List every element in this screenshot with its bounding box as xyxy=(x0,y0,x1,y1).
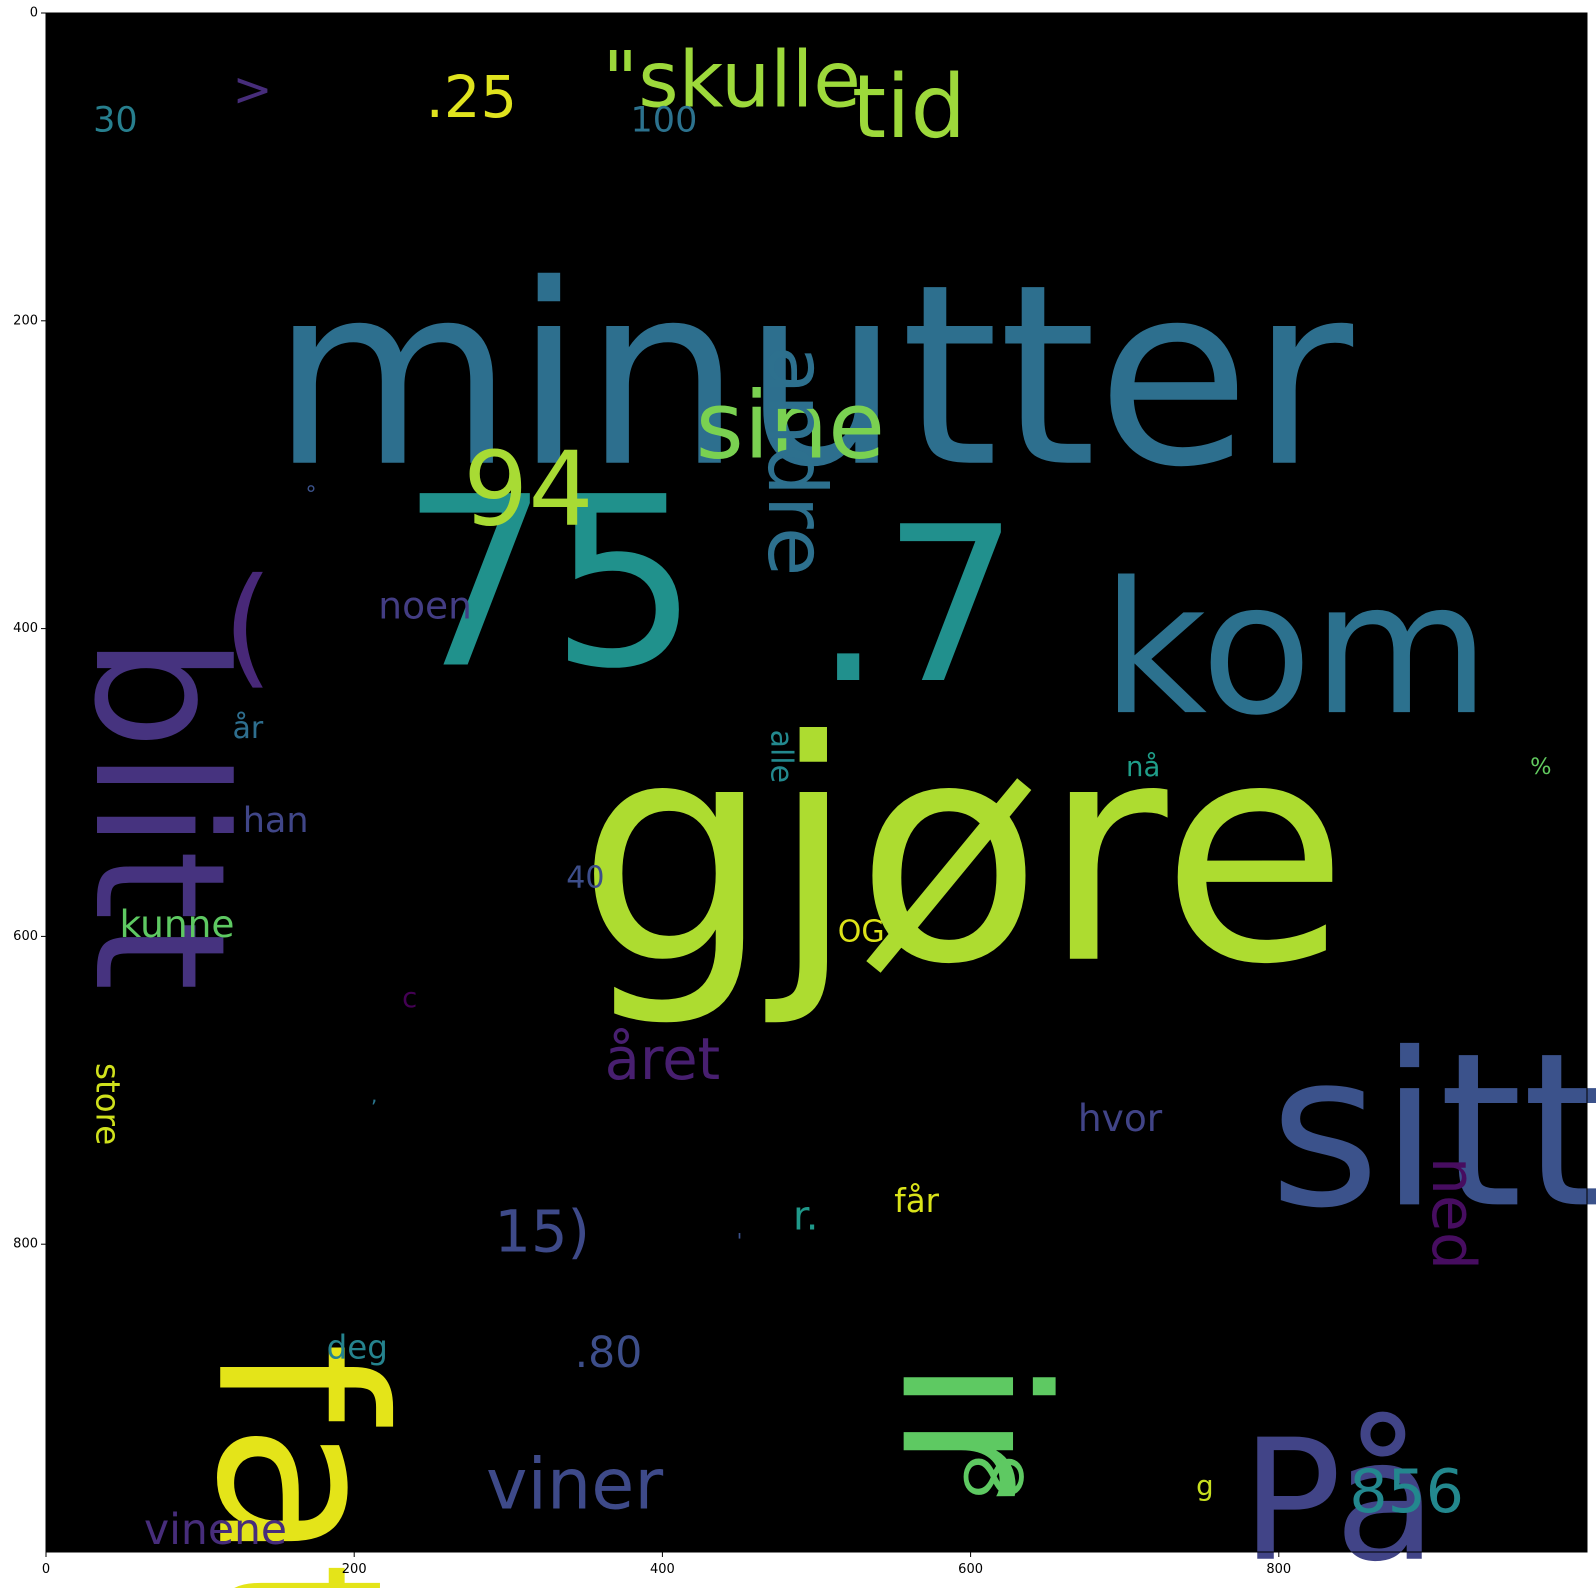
word-34: , xyxy=(371,1083,377,1107)
word-43: viner xyxy=(486,1443,663,1525)
word-25: alle xyxy=(764,730,799,784)
x-tick-label-2: 400 xyxy=(650,1562,675,1577)
word-37: 15) xyxy=(494,1198,590,1265)
word-20: 100 xyxy=(631,101,698,141)
word-38: r. xyxy=(793,1193,819,1239)
word-2: 75 xyxy=(400,447,699,720)
word-42: .80 xyxy=(575,1329,643,1378)
plot-frame xyxy=(45,12,1588,1553)
word-28: 40 xyxy=(566,860,604,895)
y-tick-label-0: 0 xyxy=(30,6,38,21)
word-14: "skulle xyxy=(603,36,861,126)
word-10: ( xyxy=(223,550,274,702)
word-27: % xyxy=(1530,754,1551,780)
x-axis: 0 200 400 600 800 xyxy=(42,1552,1291,1577)
word-4: kom xyxy=(1101,544,1490,756)
word-30: OG xyxy=(838,914,885,949)
word-36: ned xyxy=(1418,1157,1488,1270)
y-tick-label-2: 400 xyxy=(13,621,38,636)
word-40: ' xyxy=(737,1229,743,1253)
word-35: hvor xyxy=(1078,1096,1163,1140)
word-9: blitt xyxy=(54,636,263,991)
word-8: På xyxy=(1241,1404,1437,1588)
word-3: .7 xyxy=(814,480,1019,731)
word-12: sine xyxy=(696,371,885,479)
x-tick-label-4: 800 xyxy=(1266,1562,1291,1577)
word-19: 30 xyxy=(93,101,138,141)
y-tick-label-4: 800 xyxy=(13,1237,38,1252)
word-45: g xyxy=(1196,1470,1213,1502)
x-tick-label-3: 600 xyxy=(958,1562,983,1577)
word-6: fat xyxy=(166,1342,431,1588)
word-18: .25 xyxy=(426,64,517,131)
word-13: andre xyxy=(750,345,843,576)
x-tick-label-1: 200 xyxy=(342,1562,367,1577)
word-33: store xyxy=(89,1063,127,1145)
word-41: deg xyxy=(327,1328,388,1366)
word-32: året xyxy=(605,1026,721,1093)
word-47: vinene xyxy=(144,1506,287,1555)
word-44: ∞ xyxy=(953,1415,1034,1529)
y-tick-label-1: 200 xyxy=(13,313,38,328)
word-31: c xyxy=(402,982,417,1014)
word-22: noen xyxy=(378,584,472,628)
word-0: minutter xyxy=(271,231,1354,522)
word-7: ir xyxy=(856,1358,1089,1497)
x-tick-label-0: 0 xyxy=(42,1562,50,1577)
word-15: tid xyxy=(852,56,966,158)
word-39: får xyxy=(894,1182,939,1220)
word-46: 856 xyxy=(1349,1457,1464,1527)
word-24: han xyxy=(243,801,309,841)
word-1: gjøre xyxy=(577,676,1348,1031)
word-5: sitt xyxy=(1269,1008,1596,1255)
word-17: > xyxy=(233,62,273,117)
plot-background xyxy=(46,13,1587,1552)
word-21: ° xyxy=(305,482,316,508)
word-26: nå xyxy=(1126,750,1160,783)
word-11: 94 xyxy=(463,431,593,550)
word-23: år xyxy=(233,711,264,746)
word-29: kunne xyxy=(120,902,235,946)
y-axis: 0 200 400 600 800 xyxy=(13,6,46,1252)
y-tick-label-3: 600 xyxy=(13,929,38,944)
